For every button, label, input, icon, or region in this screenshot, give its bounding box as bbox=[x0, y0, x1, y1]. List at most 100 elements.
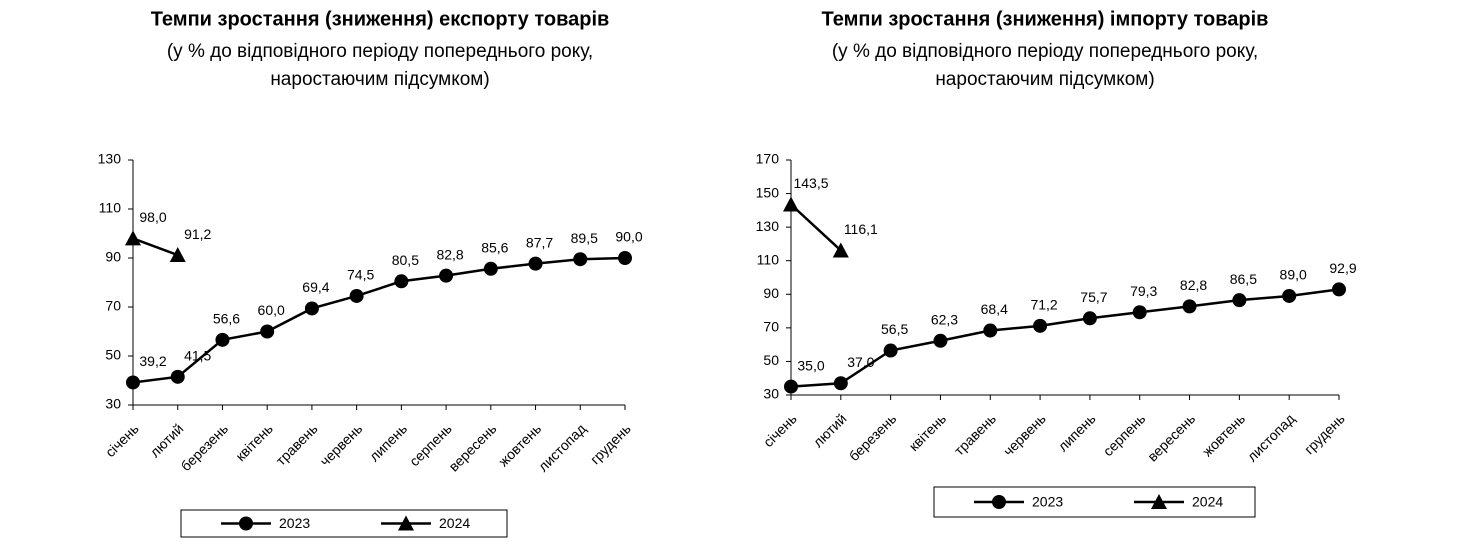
marker bbox=[1182, 299, 1197, 314]
chart-subtitle: наростаючим підсумком) bbox=[270, 69, 489, 90]
x-tick-label: вересень bbox=[1144, 410, 1198, 464]
x-tick-label: лютий bbox=[810, 410, 850, 450]
y-tick-label: 110 bbox=[757, 251, 780, 267]
data-label: 80,5 bbox=[392, 252, 419, 268]
legend-label: 2023 bbox=[1032, 494, 1063, 510]
marker bbox=[1282, 288, 1297, 303]
marker bbox=[833, 376, 848, 391]
x-tick-label: листопад bbox=[1244, 410, 1298, 464]
data-label: 92,9 bbox=[1329, 260, 1356, 276]
data-label: 41,5 bbox=[184, 348, 211, 364]
marker bbox=[260, 324, 275, 339]
marker bbox=[1082, 311, 1097, 326]
x-tick-label: червень bbox=[317, 420, 366, 469]
data-label: 89,5 bbox=[571, 230, 598, 246]
marker bbox=[883, 343, 898, 358]
data-label: 35,0 bbox=[797, 357, 824, 373]
x-tick-label: червень bbox=[1000, 410, 1049, 459]
marker bbox=[394, 274, 409, 289]
y-tick-label: 90 bbox=[763, 285, 779, 301]
y-tick-label: 30 bbox=[763, 386, 779, 402]
y-tick-label: 50 bbox=[763, 352, 779, 368]
data-label: 82,8 bbox=[436, 246, 463, 262]
marker bbox=[1232, 293, 1247, 308]
data-label: 62,3 bbox=[931, 311, 958, 327]
y-tick-label: 30 bbox=[105, 396, 121, 412]
marker bbox=[239, 516, 253, 531]
line bbox=[132, 256, 626, 384]
chart-title: Темпи зростання (зниження) експорту това… bbox=[151, 8, 610, 30]
marker bbox=[125, 230, 141, 246]
x-tick-label: серпень bbox=[1100, 410, 1149, 459]
data-label: 37,0 bbox=[847, 354, 874, 370]
y-tick-label: 50 bbox=[105, 347, 121, 363]
y-tick-label: 110 bbox=[99, 200, 122, 216]
line bbox=[790, 203, 842, 252]
legend-label: 2024 bbox=[1192, 494, 1223, 510]
data-label: 86,5 bbox=[1230, 271, 1257, 287]
y-tick-label: 130 bbox=[756, 218, 780, 234]
chart-title: Темпи зростання (зниження) імпорту товар… bbox=[822, 8, 1269, 30]
x-tick-label: березень bbox=[177, 420, 231, 474]
x-tick-label: травень bbox=[951, 410, 999, 458]
data-label: 98,0 bbox=[139, 209, 166, 225]
marker bbox=[483, 261, 498, 276]
x-tick-label: вересень bbox=[445, 420, 499, 474]
data-label: 85,6 bbox=[481, 239, 508, 255]
data-label: 143,5 bbox=[793, 175, 828, 191]
x-tick-label: березень bbox=[846, 410, 900, 464]
marker bbox=[933, 333, 948, 348]
line bbox=[790, 288, 1340, 388]
data-label: 75,7 bbox=[1080, 289, 1107, 305]
data-label: 79,3 bbox=[1130, 283, 1157, 299]
x-tick-label: травень bbox=[273, 420, 321, 468]
marker bbox=[992, 495, 1006, 509]
marker bbox=[573, 252, 588, 267]
data-label: 60,0 bbox=[258, 302, 285, 318]
x-tick-label: жовтень bbox=[1199, 410, 1248, 459]
marker bbox=[1132, 305, 1147, 320]
x-tick-label: листопад bbox=[535, 420, 589, 474]
x-tick-label: лютий bbox=[147, 420, 187, 460]
y-tick-label: 150 bbox=[756, 184, 780, 200]
legend-label: 2023 bbox=[279, 515, 310, 531]
marker bbox=[304, 301, 319, 316]
marker bbox=[528, 256, 543, 271]
data-label: 56,5 bbox=[881, 321, 908, 337]
marker bbox=[349, 288, 364, 303]
data-label: 116,1 bbox=[844, 221, 878, 237]
x-tick-label: січень bbox=[760, 410, 800, 450]
line bbox=[132, 237, 179, 257]
data-label: 68,4 bbox=[981, 301, 1008, 317]
data-label: 56,6 bbox=[213, 311, 240, 327]
x-tick-label: грудень bbox=[1301, 410, 1348, 457]
y-tick-label: 90 bbox=[105, 249, 121, 265]
x-tick-label: липень bbox=[1055, 410, 1099, 454]
x-tick-label: січень bbox=[102, 420, 142, 460]
data-label: 71,2 bbox=[1030, 297, 1057, 313]
marker bbox=[170, 369, 185, 384]
data-label: 74,5 bbox=[347, 267, 374, 283]
chart-subtitle: наростаючим підсумком) bbox=[935, 69, 1154, 90]
marker bbox=[169, 247, 186, 263]
data-label: 39,2 bbox=[139, 353, 166, 369]
marker bbox=[1033, 318, 1048, 333]
x-tick-label: грудень bbox=[587, 420, 634, 467]
marker bbox=[1151, 494, 1167, 509]
marker bbox=[784, 379, 798, 394]
data-label: 69,4 bbox=[302, 279, 329, 295]
y-tick-label: 130 bbox=[98, 151, 122, 167]
marker bbox=[783, 196, 799, 212]
y-tick-label: 70 bbox=[105, 298, 121, 314]
legend-box bbox=[180, 509, 508, 538]
chart-subtitle: (у % до відповідного періоду попередньог… bbox=[167, 41, 593, 62]
legend-box bbox=[933, 486, 1256, 518]
marker bbox=[126, 375, 140, 390]
marker bbox=[832, 242, 849, 258]
marker bbox=[439, 268, 454, 283]
chart-subtitle: (у % до відповідного періоду попередньог… bbox=[832, 41, 1258, 62]
data-label: 89,0 bbox=[1280, 267, 1307, 283]
data-label: 82,8 bbox=[1180, 277, 1207, 293]
data-label: 90,0 bbox=[615, 229, 642, 245]
